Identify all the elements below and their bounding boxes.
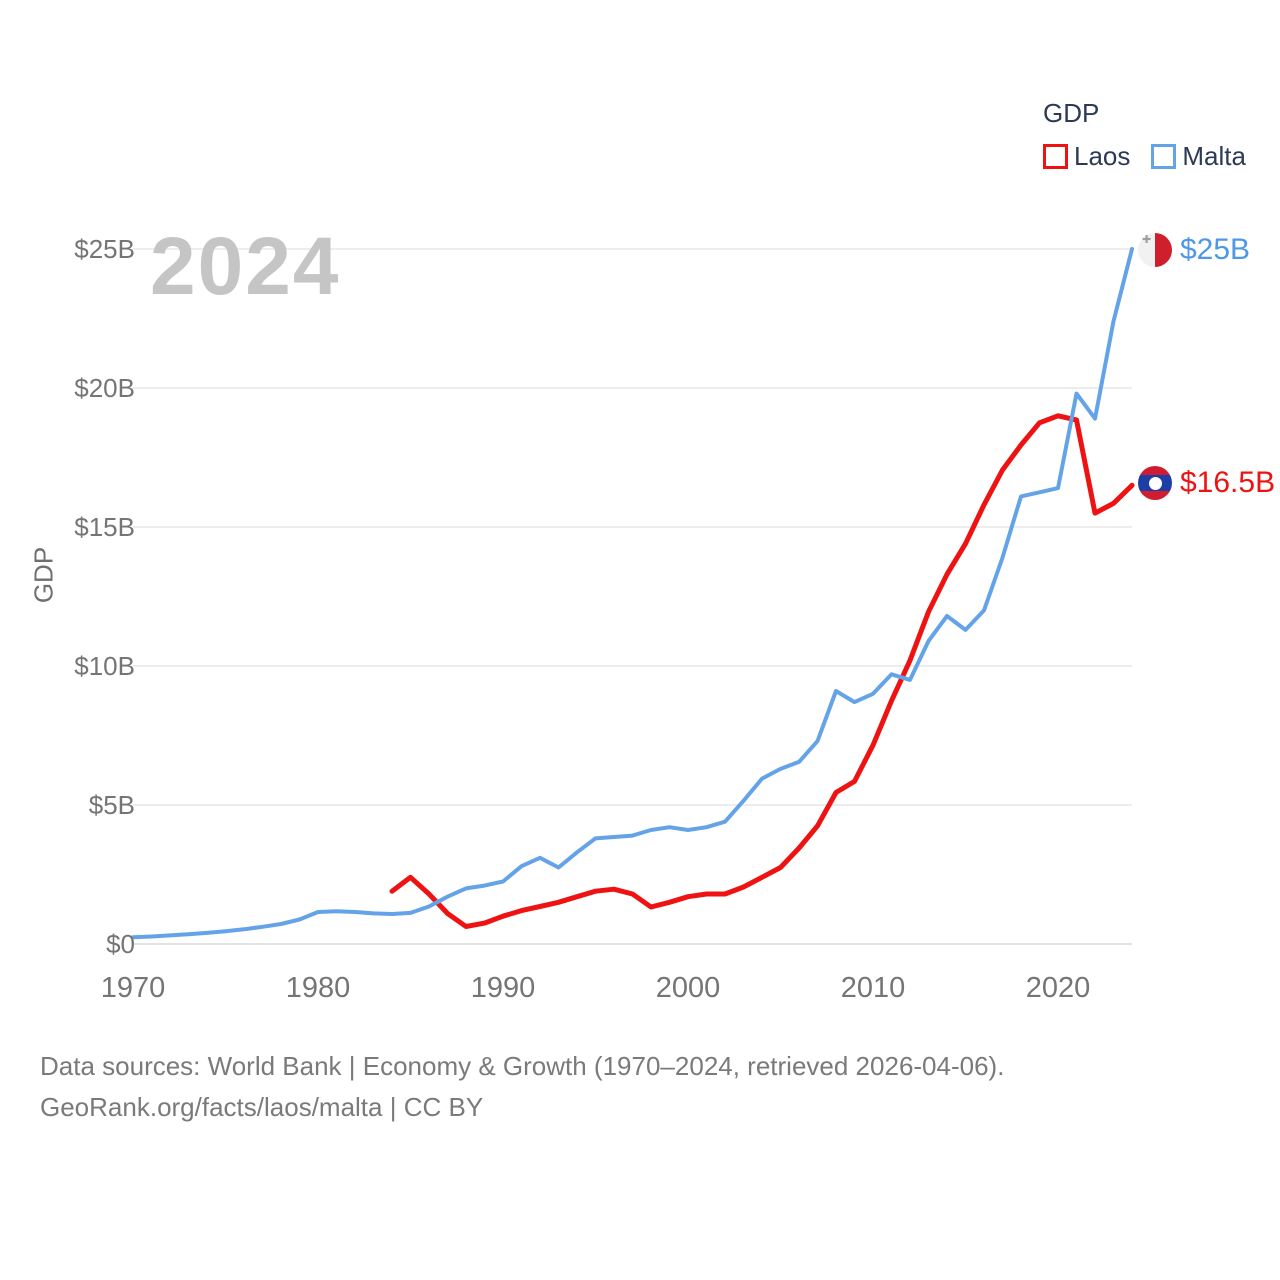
- chart-line-malta: [131, 247, 1134, 940]
- legend-items: Laos Malta: [1043, 141, 1246, 172]
- x-axis-tick-label: 1980: [285, 972, 351, 1004]
- y-axis-tick-label: $5B: [88, 790, 135, 820]
- malta-end-value: $25B: [1180, 233, 1251, 266]
- legend-item-malta[interactable]: Malta: [1151, 141, 1246, 172]
- chart-line-laos: [389, 413, 1135, 929]
- x-axis-tick-label: 1990: [470, 972, 536, 1004]
- malta-end-annotation: ✚ $25B: [1138, 233, 1250, 267]
- y-axis-tick-label: $15B: [74, 512, 135, 542]
- y-axis-tick-label: $25B: [74, 234, 135, 264]
- x-axis-tick-label: 2000: [655, 972, 721, 1004]
- laos-flag-icon: [1138, 466, 1172, 500]
- source-url-line: GeoRank.org/facts/laos/malta | CC BY: [40, 1092, 484, 1122]
- chart-legend: GDP Laos Malta: [1043, 99, 1246, 172]
- x-axis-tick-label: 2020: [1025, 972, 1091, 1004]
- x-axis-tick-label: 1970: [100, 972, 166, 1004]
- y-axis-tick-label: $20B: [74, 373, 135, 403]
- legend-item-label: Laos: [1074, 141, 1131, 171]
- y-axis-tick-label: $0: [106, 929, 135, 959]
- laos-end-annotation: $16.5B: [1138, 466, 1275, 500]
- malta-cross-icon: ✚: [1142, 234, 1152, 246]
- laos-moon-disc: [1148, 476, 1162, 490]
- legend-item-label: Malta: [1182, 141, 1246, 171]
- y-axis-tick-label: $10B: [74, 651, 135, 681]
- malta-series-swatch-icon: [1151, 144, 1177, 169]
- laos-series-swatch-icon: [1043, 144, 1068, 169]
- malta-flag-icon: ✚: [1138, 233, 1172, 267]
- laos-end-value: $16.5B: [1180, 466, 1276, 499]
- data-sources-line: Data sources: World Bank | Economy & Gro…: [40, 1051, 1005, 1081]
- x-axis-tick-label: 2010: [840, 972, 906, 1004]
- attribution-footer: Data sources: World Bank | Economy & Gro…: [40, 1046, 1004, 1128]
- legend-title: GDP: [1043, 98, 1100, 128]
- legend-item-laos[interactable]: Laos: [1043, 141, 1130, 172]
- y-axis-title: GDP: [28, 546, 59, 604]
- watermark-year: 2024: [150, 221, 341, 312]
